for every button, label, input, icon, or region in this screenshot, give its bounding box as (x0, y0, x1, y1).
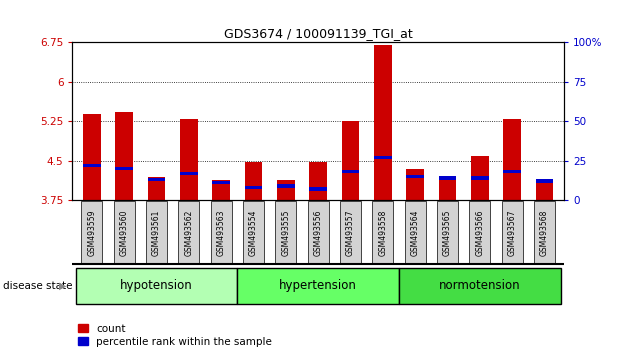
Bar (244, 162, 262, 200)
Text: GSM493565: GSM493565 (443, 210, 452, 256)
Bar (503, 119, 521, 200)
Bar (244, 186, 262, 189)
Bar (115, 167, 133, 170)
Text: GSM493560: GSM493560 (120, 210, 129, 256)
Bar (341, 170, 359, 173)
FancyBboxPatch shape (178, 201, 199, 264)
Bar (438, 179, 456, 200)
Text: GSM493567: GSM493567 (508, 210, 517, 256)
Text: GSM493559: GSM493559 (88, 210, 96, 256)
Bar (147, 178, 166, 181)
FancyBboxPatch shape (469, 201, 490, 264)
FancyBboxPatch shape (501, 201, 523, 264)
Bar (374, 156, 392, 159)
Text: GSM493557: GSM493557 (346, 210, 355, 256)
Bar (115, 112, 133, 200)
Bar (471, 176, 489, 180)
FancyBboxPatch shape (437, 201, 458, 264)
FancyBboxPatch shape (340, 201, 361, 264)
Text: disease state: disease state (3, 281, 72, 291)
Text: GSM493556: GSM493556 (314, 210, 323, 256)
Legend: count, percentile rank within the sample: count, percentile rank within the sample (77, 324, 272, 347)
FancyBboxPatch shape (76, 268, 238, 304)
Bar (309, 162, 327, 200)
Text: ▶: ▶ (59, 281, 67, 291)
Bar (147, 177, 166, 200)
FancyBboxPatch shape (81, 201, 102, 264)
Bar (503, 170, 521, 173)
Title: GDS3674 / 100091139_TGI_at: GDS3674 / 100091139_TGI_at (224, 27, 413, 40)
Bar (83, 164, 101, 167)
FancyBboxPatch shape (210, 201, 232, 264)
Bar (341, 121, 359, 200)
Bar (180, 119, 198, 200)
FancyBboxPatch shape (307, 201, 329, 264)
Bar (374, 45, 392, 200)
FancyBboxPatch shape (113, 201, 135, 264)
Bar (212, 179, 230, 200)
Text: normotension: normotension (439, 279, 520, 292)
Bar (471, 156, 489, 200)
Text: GSM493568: GSM493568 (540, 210, 549, 256)
Bar (309, 187, 327, 191)
FancyBboxPatch shape (275, 201, 296, 264)
FancyBboxPatch shape (146, 201, 167, 264)
Text: GSM493562: GSM493562 (185, 210, 193, 256)
Bar (212, 181, 230, 184)
FancyBboxPatch shape (399, 268, 561, 304)
Bar (536, 179, 553, 183)
Text: GSM493564: GSM493564 (411, 210, 420, 256)
Bar (438, 176, 456, 180)
Text: GSM493566: GSM493566 (475, 210, 484, 256)
Bar (277, 179, 295, 200)
FancyBboxPatch shape (372, 201, 393, 264)
Bar (83, 114, 101, 200)
Text: GSM493558: GSM493558 (378, 210, 387, 256)
FancyBboxPatch shape (534, 201, 555, 264)
FancyBboxPatch shape (243, 201, 264, 264)
FancyBboxPatch shape (238, 268, 399, 304)
Bar (277, 184, 295, 188)
Bar (406, 169, 424, 200)
Bar (180, 172, 198, 175)
Text: GSM493554: GSM493554 (249, 210, 258, 256)
Text: GSM493563: GSM493563 (217, 210, 226, 256)
Text: GSM493555: GSM493555 (282, 210, 290, 256)
Bar (536, 179, 553, 200)
Bar (406, 175, 424, 178)
Text: hypotension: hypotension (120, 279, 193, 292)
Text: GSM493561: GSM493561 (152, 210, 161, 256)
FancyBboxPatch shape (404, 201, 426, 264)
Text: hypertension: hypertension (279, 279, 357, 292)
